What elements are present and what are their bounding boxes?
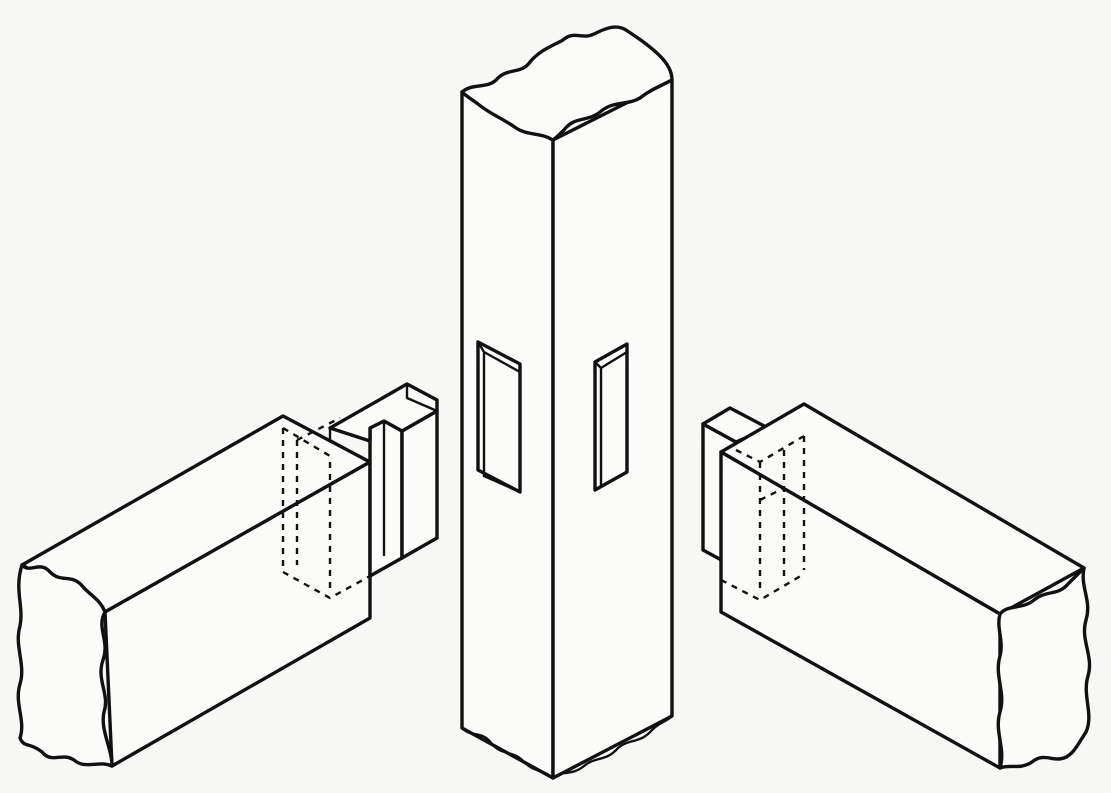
post [460, 25, 674, 780]
post-left-mortise [476, 340, 522, 494]
left-tenon-shoulder [405, 382, 439, 413]
left-rail-front-face [103, 460, 372, 768]
right-mortise-inner-wall [593, 350, 629, 488]
left-hidden-line [282, 426, 331, 458]
left-hidden-line [282, 570, 371, 600]
right-hidden-line [720, 572, 805, 602]
left-rail-rough-end [16, 563, 114, 768]
left-hidden-line [296, 416, 341, 442]
post-right-mortise [593, 342, 629, 492]
right-rail [701, 402, 1092, 770]
left-rail-hidden-lines [281, 416, 371, 600]
right-mortise-inner-floor [599, 470, 629, 488]
right-rail-hidden-lines [720, 434, 806, 602]
left-tenon-front-face [368, 419, 404, 578]
right-hidden-line [759, 486, 785, 502]
left-mortise-inner-floor [482, 474, 522, 494]
right-rail-rough-end [996, 566, 1092, 770]
left-rail-tenon [328, 382, 439, 578]
right-hidden-line [735, 434, 805, 464]
left-rail [16, 382, 439, 768]
left-tenon-cheek [400, 409, 439, 560]
left-mortise-inner-wall [476, 340, 522, 478]
post-rough-top [460, 25, 674, 142]
post-rough-bottom [460, 714, 674, 780]
left-tenon-haunch-face [328, 426, 372, 464]
